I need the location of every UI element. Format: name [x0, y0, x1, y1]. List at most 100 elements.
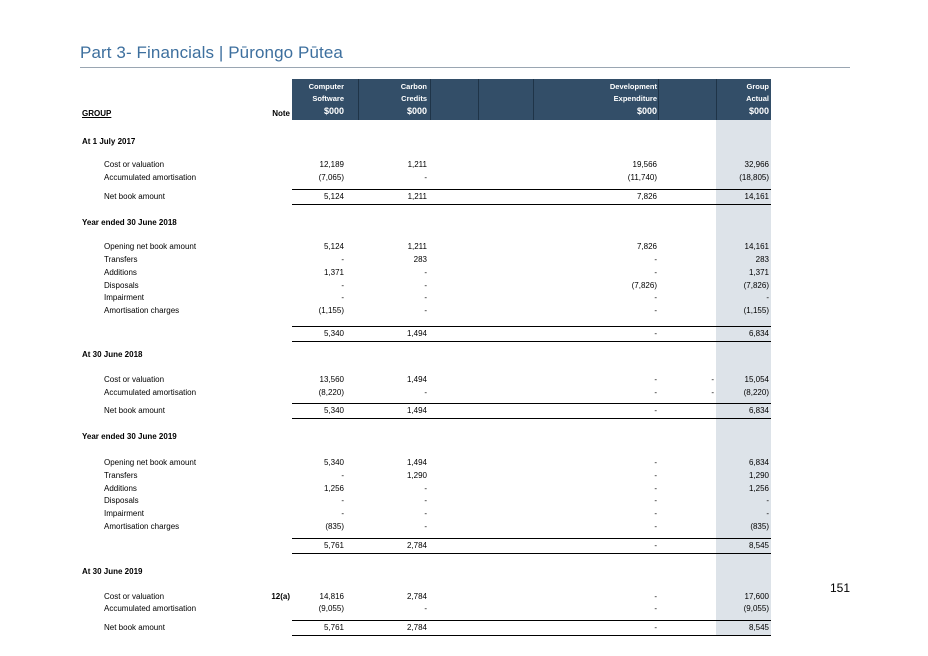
- row-note: 12(a): [271, 592, 290, 601]
- header-column-separator: [716, 79, 717, 120]
- cell-value: 2,784: [406, 623, 427, 632]
- cell-value: -: [654, 255, 657, 264]
- cell-value: 1,494: [406, 458, 427, 467]
- cell-value: 17,600: [744, 592, 769, 601]
- cell-value: 7,826: [636, 242, 657, 251]
- table-header-band: [292, 79, 771, 120]
- cell-value: 8,545: [748, 623, 769, 632]
- cell-value: -: [654, 471, 657, 480]
- row-label: Amortisation charges: [104, 522, 180, 531]
- cell-value: 14,816: [319, 592, 344, 601]
- cell-value: 5,340: [323, 329, 344, 338]
- cell-value: 19,566: [632, 160, 657, 169]
- cell-value: 1,211: [407, 242, 427, 251]
- cell-value: -: [654, 329, 657, 338]
- total-underline: [292, 418, 771, 419]
- cell-value: 8,545: [748, 541, 769, 550]
- row-label: Additions: [104, 484, 137, 493]
- total-underline: [292, 553, 771, 554]
- cell-value: 5,340: [323, 406, 344, 415]
- row-label: Accumulated amortisation: [104, 173, 197, 182]
- column-header-unit: $000: [406, 106, 427, 116]
- cell-value: 6,834: [748, 329, 769, 338]
- total-rule: [292, 326, 771, 327]
- page-number: 151: [830, 581, 851, 595]
- total-underline: [292, 635, 771, 636]
- cell-value: (8,220): [743, 388, 769, 397]
- row-label: Disposals: [104, 281, 139, 290]
- cell-value: (835): [750, 522, 769, 531]
- cell-value: -: [766, 293, 769, 302]
- header-column-separator: [658, 79, 659, 120]
- cell-value: 1,494: [406, 329, 427, 338]
- cell-value: 5,124: [323, 192, 344, 201]
- row-label: Additions: [104, 268, 137, 277]
- cell-value: (8,220): [318, 388, 344, 397]
- column-header-line1: Carbon: [400, 82, 427, 91]
- cell-value: -: [424, 484, 427, 493]
- column-header-unit: $000: [323, 106, 344, 116]
- cell-value: -: [341, 281, 344, 290]
- cell-value: 6,834: [748, 406, 769, 415]
- total-rule: [292, 189, 771, 190]
- row-label: Transfers: [104, 471, 138, 480]
- cell-value: -: [654, 484, 657, 493]
- title-divider: [80, 67, 850, 68]
- cell-value: -: [766, 509, 769, 518]
- section-heading: Year ended 30 June 2019: [82, 432, 177, 441]
- cell-value: (9,055): [318, 604, 344, 613]
- row-label: Opening net book amount: [104, 458, 197, 467]
- cell-value: (7,065): [318, 173, 344, 182]
- cell-value: -: [766, 496, 769, 505]
- cell-value: 1,290: [748, 471, 769, 480]
- cell-value: 1,371: [323, 268, 344, 277]
- total-rule: [292, 538, 771, 539]
- cell-value: -: [424, 268, 427, 277]
- cell-value: -: [341, 293, 344, 302]
- row-label: Opening net book amount: [104, 242, 197, 251]
- cell-value: -: [424, 604, 427, 613]
- cell-value: (18,805): [739, 173, 769, 182]
- row-label: Impairment: [104, 509, 145, 518]
- row-label: Transfers: [104, 255, 138, 264]
- cell-value: (835): [325, 522, 344, 531]
- cell-value: (9,055): [743, 604, 769, 613]
- cell-value: 32,966: [744, 160, 769, 169]
- cell-value: -: [341, 471, 344, 480]
- total-rule: [292, 620, 771, 621]
- cell-value: -: [424, 388, 427, 397]
- cell-value: -: [654, 541, 657, 550]
- cell-value: 5,761: [323, 541, 344, 550]
- cell-value: 1,256: [748, 484, 769, 493]
- cell-value: (11,740): [627, 173, 657, 182]
- section-heading: At 30 June 2018: [82, 350, 143, 359]
- cell-value: -: [424, 306, 427, 315]
- cell-value: 14,161: [744, 192, 769, 201]
- cell-value: -: [654, 604, 657, 613]
- row-label: Disposals: [104, 496, 139, 505]
- cell-value: -: [654, 293, 657, 302]
- row-label: Impairment: [104, 293, 145, 302]
- header-column-separator: [358, 79, 359, 120]
- column-header-line1: Group: [746, 82, 770, 91]
- cell-value: 283: [755, 255, 769, 264]
- column-header-line2: Expenditure: [613, 94, 657, 103]
- column-header-line1: Development: [609, 82, 657, 91]
- group-header-label: GROUP: [82, 109, 112, 118]
- column-header-line2: Software: [312, 94, 344, 103]
- note-header-label: Note: [272, 109, 290, 118]
- cell-value: 2,784: [406, 541, 427, 550]
- row-label: Net book amount: [104, 623, 165, 632]
- cell-value: 15,054: [744, 375, 769, 384]
- cell-value: -: [424, 522, 427, 531]
- cell-value: -: [654, 509, 657, 518]
- cell-value: (7,826): [631, 281, 657, 290]
- column-header-line2: Credits: [401, 94, 427, 103]
- cell-value: 13,560: [319, 375, 344, 384]
- cell-value: 14,161: [744, 242, 769, 251]
- column-header-unit: $000: [636, 106, 657, 116]
- column-header: Group Actual $000: [715, 81, 769, 117]
- cell-value: 5,761: [323, 623, 344, 632]
- cell-value: -: [654, 406, 657, 415]
- cell-value: 1,256: [323, 484, 344, 493]
